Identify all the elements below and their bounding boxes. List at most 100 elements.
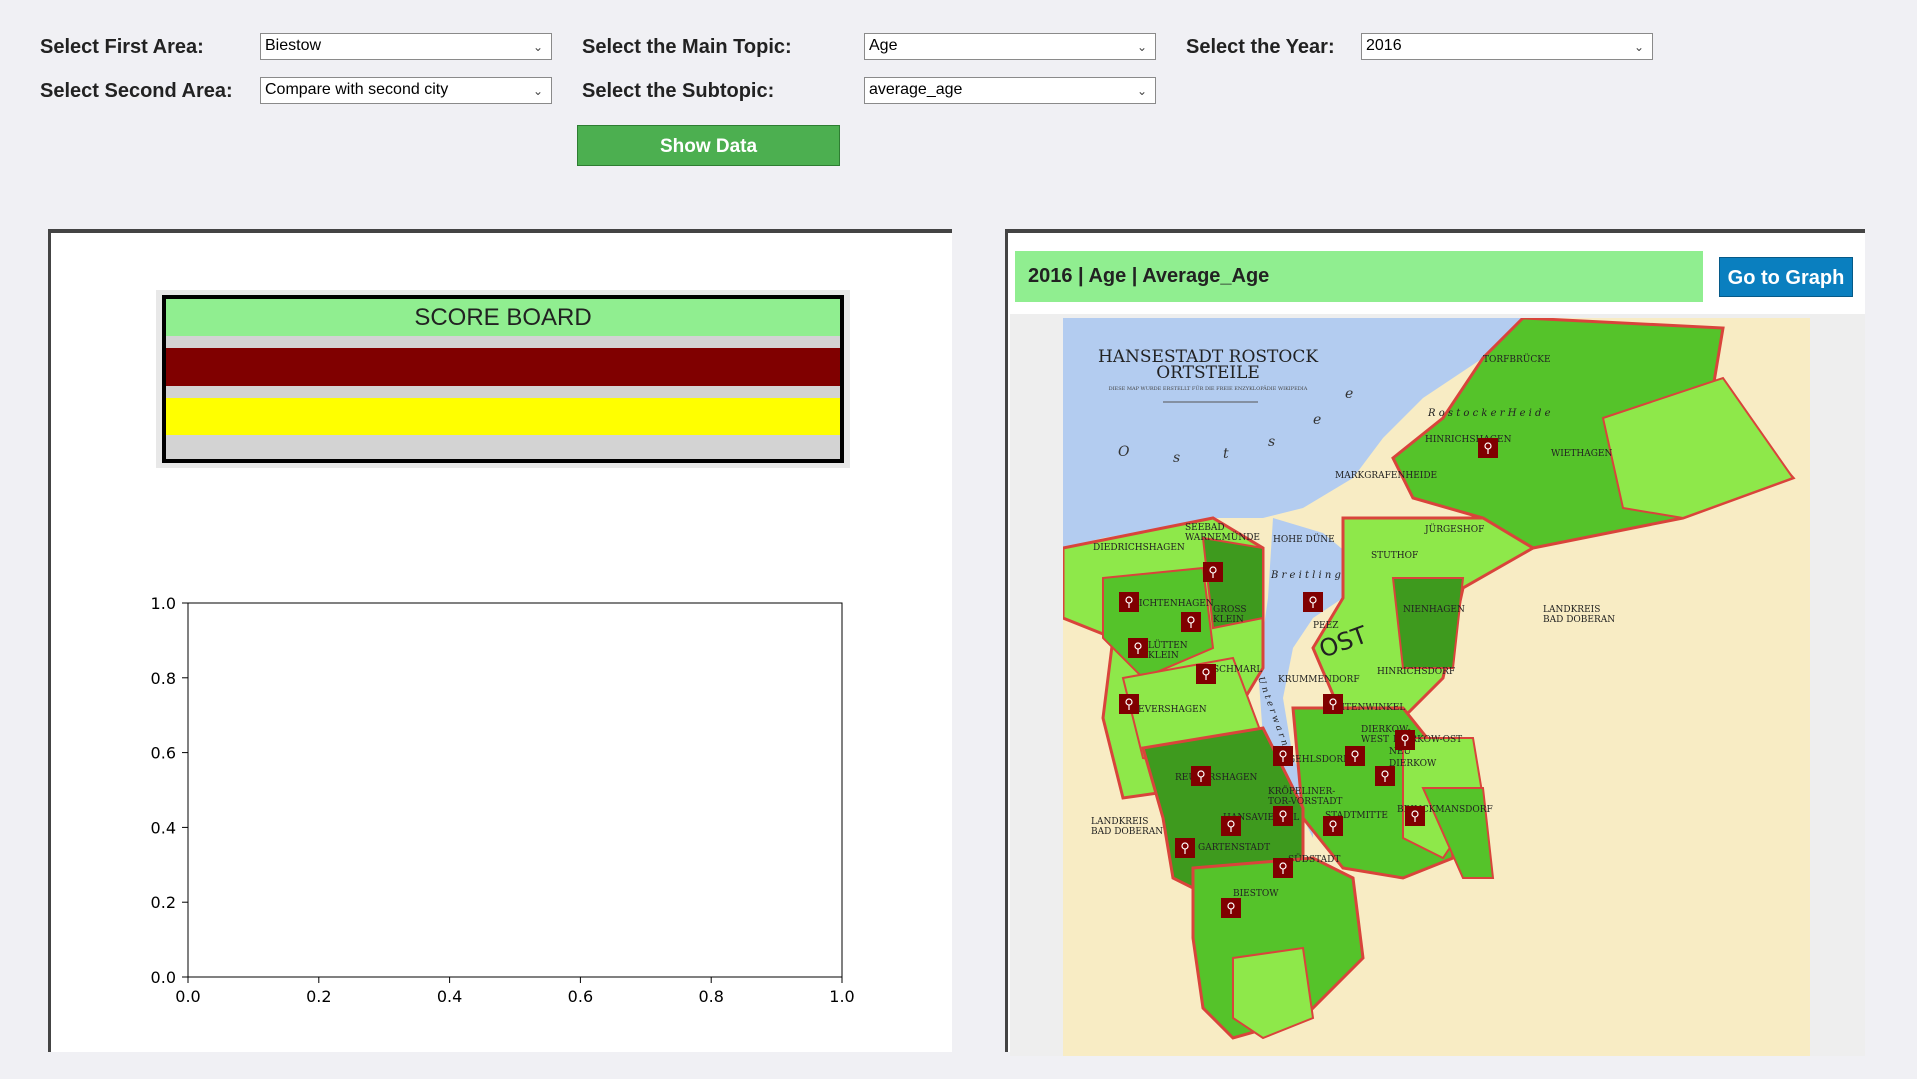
district-label: PEEZ <box>1313 621 1338 631</box>
map-pin-icon[interactable] <box>1273 746 1293 766</box>
second-area-select[interactable]: Compare with second city ⌄ <box>260 77 552 104</box>
map-markers <box>1119 438 1498 918</box>
y-tick-label: 0.6 <box>151 744 176 763</box>
map-pin-icon[interactable] <box>1323 816 1343 836</box>
district-label: DIEDRICHSHAGEN <box>1093 543 1185 553</box>
subtopic-select[interactable]: average_age ⌄ <box>864 77 1156 104</box>
district-wiethagen-area[interactable] <box>1601 376 1795 520</box>
map-pin-icon[interactable] <box>1191 766 1211 786</box>
map-pin-icon[interactable] <box>1128 638 1148 658</box>
year-value: 2016 <box>1366 37 1402 54</box>
district-nienhagen[interactable] <box>1391 577 1465 669</box>
year-label: Select the Year: <box>1186 36 1335 58</box>
main-topic-value: Age <box>869 37 898 54</box>
map-title-2: ORTSTEILE <box>1156 363 1260 383</box>
district-label: GARTENSTADT <box>1198 843 1270 853</box>
district-label: TORFBRÜCKE <box>1483 353 1551 365</box>
district-label: HINRICHSHAGEN <box>1425 435 1512 445</box>
map-pin-icon[interactable] <box>1181 612 1201 632</box>
district-label: EVERSHAGEN <box>1138 705 1207 715</box>
map-pin-icon[interactable] <box>1119 592 1139 612</box>
district-warnemunde[interactable] <box>1201 536 1264 630</box>
district-label: NIENHAGEN <box>1403 605 1465 615</box>
district-label: KRÖPELINER- <box>1268 785 1335 797</box>
second-area-label: Select Second Area: <box>40 80 233 102</box>
x-tick-label: 0.8 <box>698 987 723 1006</box>
right-panel: 2016 | Age | Average_Age Go to Graph HAN… <box>1005 229 1865 1056</box>
district-label: GEHLSDORF <box>1288 755 1349 765</box>
map-pin-icon[interactable] <box>1395 730 1415 750</box>
district-label: LICHTENHAGEN <box>1133 599 1214 609</box>
map-pin-icon[interactable] <box>1175 838 1195 858</box>
district-label: WEST <box>1361 735 1389 745</box>
sea-letter: s <box>1173 450 1180 466</box>
chevron-down-icon: ⌄ <box>532 84 543 98</box>
map-pin-icon[interactable] <box>1405 806 1425 826</box>
sea-letter: O <box>1118 444 1130 460</box>
map-pin-icon[interactable] <box>1203 562 1223 582</box>
district-label: REUTERSHAGEN <box>1175 773 1258 783</box>
main-topic-label: Select the Main Topic: <box>582 36 792 58</box>
map-pin-icon[interactable] <box>1221 816 1241 836</box>
y-tick-label: 1.0 <box>151 594 176 613</box>
map-pin-icon[interactable] <box>1273 806 1293 826</box>
scoreboard-frame: SCORE BOARD <box>156 290 850 468</box>
subtopic-label: Select the Subtopic: <box>582 80 775 102</box>
scoreboard-title: SCORE BOARD <box>166 299 840 336</box>
sea-letter: e <box>1313 412 1321 428</box>
district-label: TOITENWINKEL <box>1328 703 1405 713</box>
district-labels: TORFBRÜCKE HINRICHSHAGEN WIETHAGEN MARKG… <box>1091 353 1615 899</box>
first-area-select[interactable]: Biestow ⌄ <box>260 33 552 60</box>
district-label: LANDKREIS <box>1543 605 1600 615</box>
district-label: TOR-VORSTADT <box>1268 797 1342 807</box>
show-data-button[interactable]: Show Data <box>577 125 840 166</box>
first-area-label: Select First Area: <box>40 36 204 58</box>
sea-letter: e <box>1345 386 1353 402</box>
district-label: STADTMITTE <box>1325 811 1388 821</box>
map-subtitle: DIESE MAP WURDE ERSTELLT FÜR DIE FREIE E… <box>1109 385 1308 392</box>
y-axis: 0.0 0.2 0.4 0.6 0.8 1.0 <box>151 594 188 987</box>
district-label: DIERKOW- <box>1361 725 1411 735</box>
district-label: KRUMMENDORF <box>1278 675 1360 685</box>
first-area-value: Biestow <box>265 37 322 54</box>
district-label: BIESTOW <box>1233 889 1279 899</box>
scoreboard-second-area-bar <box>166 398 840 435</box>
chevron-down-icon: ⌄ <box>532 40 543 54</box>
sea-letter: s <box>1268 434 1275 450</box>
y-tick-label: 0.0 <box>151 968 176 987</box>
chevron-down-icon: ⌄ <box>1633 40 1644 54</box>
map-pin-icon[interactable] <box>1323 694 1343 714</box>
map-pin-icon[interactable] <box>1345 746 1365 766</box>
district-label: LANDKREIS <box>1091 817 1148 827</box>
district-label: LÜTTEN <box>1148 639 1188 651</box>
district-map[interactable]: HANSESTADT ROSTOCK ORTSTEILE DIESE MAP W… <box>1063 318 1810 1056</box>
district-label: GROSS <box>1213 605 1247 615</box>
district-biestow[interactable] <box>1232 946 1315 1040</box>
main-topic-select[interactable]: Age ⌄ <box>864 33 1156 60</box>
x-tick-label: 0.2 <box>306 987 331 1006</box>
map-pin-icon[interactable] <box>1303 592 1323 612</box>
map-pin-icon[interactable] <box>1119 694 1139 714</box>
district-brinckmansdorf-area[interactable] <box>1421 787 1495 879</box>
chart-svg: 0.0 0.2 0.4 0.6 0.8 1.0 0.0 0.2 0.4 0.6 0.8 1.0 <box>151 594 855 1006</box>
district-label: MARKGRAFENHEIDE <box>1335 471 1437 481</box>
second-area-value: Compare with second city <box>265 81 449 98</box>
sea-letter: t <box>1223 446 1229 462</box>
subtopic-value: average_age <box>869 81 963 98</box>
district-label: SÜDSTADT <box>1288 853 1340 865</box>
x-axis: 0.0 0.2 0.4 0.6 0.8 1.0 <box>175 977 855 1006</box>
district-label: SEEBAD <box>1185 523 1225 533</box>
sea-label: O s t s e e <box>1118 386 1353 466</box>
map-pin-icon[interactable] <box>1196 664 1216 684</box>
scoreboard: SCORE BOARD <box>162 295 844 463</box>
map-pin-icon[interactable] <box>1273 858 1293 878</box>
map-pin-icon[interactable] <box>1375 766 1395 786</box>
y-tick-label: 0.8 <box>151 669 176 688</box>
year-select[interactable]: 2016 ⌄ <box>1361 33 1653 60</box>
map-title-1: HANSESTADT ROSTOCK <box>1098 347 1318 367</box>
district-label: DIERKOW <box>1389 759 1437 769</box>
map-pin-icon[interactable] <box>1221 898 1241 918</box>
map-pin-icon[interactable] <box>1478 438 1498 458</box>
district-label: HOHE DÜNE <box>1273 533 1335 545</box>
go-to-graph-button[interactable]: Go to Graph <box>1719 257 1853 297</box>
